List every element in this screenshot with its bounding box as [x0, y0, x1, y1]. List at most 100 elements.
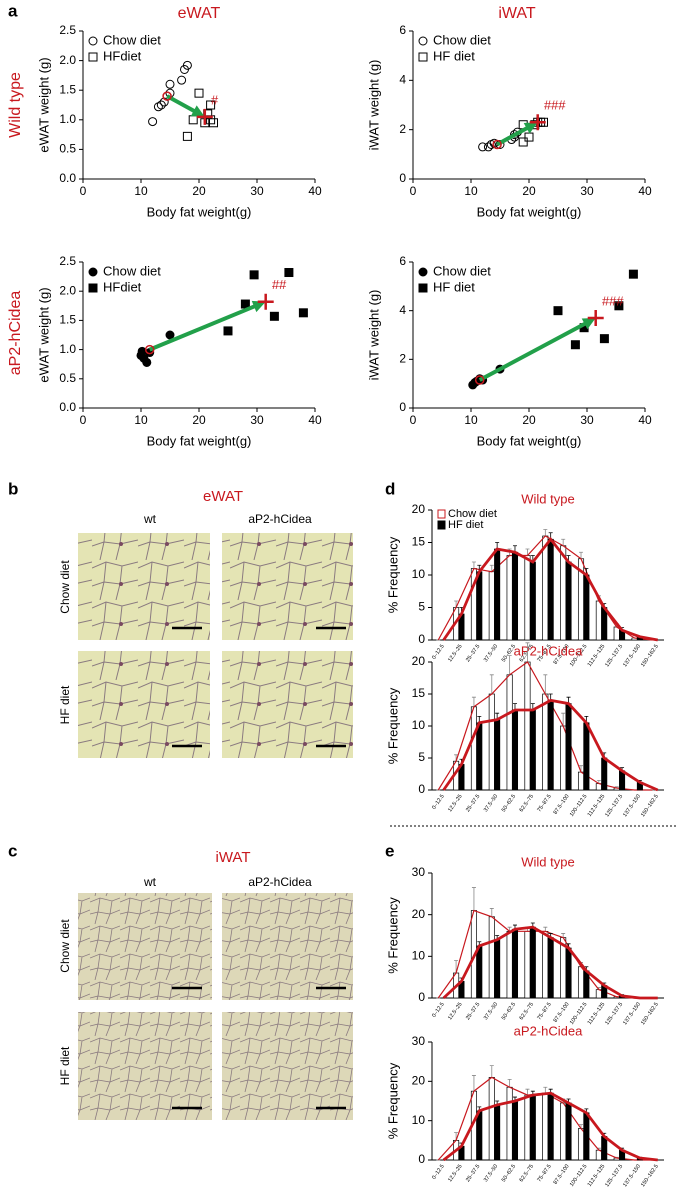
- y-axis-label: eWAT weight (g): [36, 287, 51, 382]
- bar: [524, 930, 531, 999]
- row-label: Chow diet: [58, 560, 72, 614]
- micrograph: [222, 893, 353, 1000]
- column-label: wt: [143, 875, 157, 889]
- bar: [524, 1094, 531, 1161]
- y-tick-label: 0: [399, 171, 406, 185]
- x-tick-label: 75–87.5: [537, 1002, 553, 1022]
- legend-marker: [437, 509, 446, 519]
- x-tick-label: 62.5–75: [519, 794, 535, 814]
- error-bar: [507, 655, 512, 675]
- panel-label: d: [385, 479, 395, 498]
- error-bar: [471, 887, 476, 911]
- panel-label: c: [8, 841, 17, 860]
- x-tick-label: 37.5–50: [483, 794, 499, 814]
- point: [284, 268, 294, 278]
- x-tick-label: 10: [134, 184, 148, 198]
- bar: [488, 916, 495, 999]
- trend-line: [437, 661, 653, 791]
- annotation: ###: [544, 98, 566, 113]
- panel-title: iWAT: [216, 849, 251, 866]
- y-tick-label: 15: [412, 535, 426, 549]
- micrograph: [78, 651, 210, 758]
- bar: [511, 1100, 519, 1161]
- x-tick-label: 12.5–25: [447, 1002, 463, 1022]
- legend-label: HF diet: [433, 279, 475, 294]
- bar: [547, 538, 554, 641]
- bar: [494, 548, 501, 641]
- x-tick-label: 25–37.5: [465, 1164, 481, 1184]
- histology-b: [78, 533, 353, 1120]
- x-tick-label: 20: [192, 184, 206, 198]
- micrograph: [78, 533, 210, 640]
- bar: [488, 1077, 495, 1161]
- bar: [511, 928, 519, 999]
- bar: [542, 693, 549, 791]
- bar: [565, 947, 572, 999]
- column-label: aP2-hCidea: [248, 875, 312, 889]
- x-tick-label: 40: [638, 413, 652, 427]
- x-tick-label: 25–37.5: [465, 794, 481, 814]
- trend-line: [442, 536, 659, 642]
- bar: [488, 693, 495, 791]
- error-bar: [471, 1075, 476, 1092]
- point: [182, 131, 192, 141]
- bar: [560, 545, 567, 641]
- x-tick-label: 0: [410, 184, 417, 198]
- point: [418, 283, 428, 293]
- point: [518, 137, 528, 147]
- y-tick-label: 1.5: [59, 313, 76, 327]
- y-tick-label: 1.0: [59, 112, 76, 126]
- y-tick-label: 4: [399, 73, 406, 87]
- y-tick-label: 6: [399, 254, 406, 268]
- y-tick-label: 15: [412, 686, 426, 700]
- y-tick-label: 0: [399, 400, 406, 414]
- error-bar: [489, 908, 494, 917]
- y-tick-label: 20: [412, 654, 426, 668]
- x-tick-label: 150–162.5: [640, 644, 660, 669]
- bar: [565, 1102, 572, 1161]
- bar: [506, 930, 513, 999]
- point: [249, 270, 259, 280]
- micrograph: [78, 1012, 212, 1120]
- x-axis-label: Body fat weight(g): [477, 433, 582, 448]
- point: [553, 306, 563, 316]
- y-tick-label: 20: [412, 1074, 426, 1088]
- error-bar: [471, 696, 476, 707]
- error-bar: [489, 674, 494, 694]
- point: [153, 102, 163, 112]
- bar: [511, 551, 519, 641]
- bar: [583, 970, 590, 999]
- row-label: HF diet: [58, 1046, 72, 1085]
- y-tick-label: 5: [418, 750, 425, 764]
- trend-line: [437, 909, 653, 999]
- bar: [529, 709, 536, 791]
- bar: [529, 926, 536, 999]
- x-tick-label: 50–62.5: [501, 794, 517, 814]
- point: [88, 267, 98, 277]
- error-bar: [507, 1078, 512, 1088]
- y-axis-label: % Frequency: [385, 1062, 400, 1139]
- bar: [506, 674, 513, 791]
- point: [223, 326, 233, 336]
- y-tick-label: 6: [399, 23, 406, 37]
- point: [148, 117, 158, 127]
- point: [182, 60, 192, 70]
- x-tick-label: 0–12.5: [431, 794, 446, 811]
- y-axis-label: % Frequency: [385, 687, 400, 764]
- chart-title: Wild type: [521, 854, 574, 869]
- bar: [619, 770, 626, 791]
- trend-arrow: [478, 319, 590, 382]
- x-tick-label: 0: [80, 184, 87, 198]
- trend-arrow: [496, 124, 532, 147]
- legend-marker: [437, 520, 446, 530]
- legend-label: Chow diet: [103, 32, 161, 47]
- x-tick-label: 0–12.5: [431, 1002, 446, 1019]
- y-tick-label: 20: [412, 907, 426, 921]
- row-label: Chow diet: [58, 919, 72, 973]
- error-bar: [543, 926, 548, 932]
- x-tick-label: 100–112.5: [569, 1164, 589, 1188]
- x-tick-label: 12.5–25: [447, 1164, 463, 1184]
- bar: [595, 600, 602, 641]
- bar: [476, 571, 483, 641]
